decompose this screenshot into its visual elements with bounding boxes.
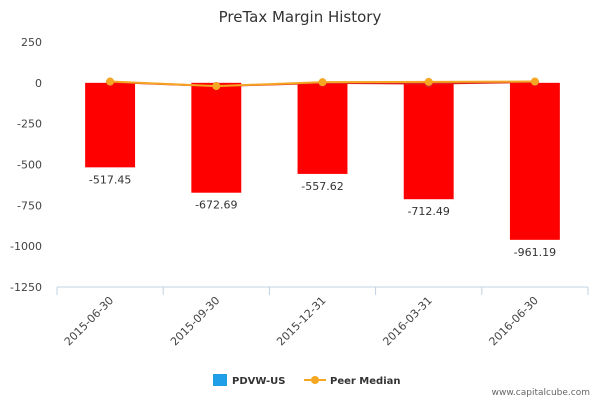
y-tick-label: -750 xyxy=(17,199,42,212)
x-tick-label: 2015-06-30 xyxy=(62,294,116,348)
legend: PDVW-US Peer Median xyxy=(213,374,401,387)
data-label: -672.69 xyxy=(195,199,237,212)
x-tick-label: 2015-09-30 xyxy=(168,294,222,348)
legend-marker-peer-median xyxy=(311,376,319,384)
bar-series xyxy=(85,82,560,240)
bar xyxy=(297,82,348,174)
x-tick-label: 2016-06-30 xyxy=(487,294,541,348)
bar xyxy=(509,82,560,240)
watermark: www.capitalcube.com xyxy=(492,388,590,398)
data-label: -712.49 xyxy=(407,205,449,218)
y-tick-label: -1250 xyxy=(10,281,42,294)
y-tick-label: 250 xyxy=(21,36,42,49)
bar xyxy=(403,82,454,200)
legend-label-pdvw: PDVW-US xyxy=(232,376,285,387)
chart-title: PreTax Margin History xyxy=(219,8,382,26)
data-label: -517.45 xyxy=(89,173,131,186)
x-axis: 2015-06-30 2015-09-30 2015-12-31 2016-03-31… xyxy=(56,286,589,348)
x-tick-label: 2016-03-31 xyxy=(380,294,434,348)
peer-median-point xyxy=(424,77,433,86)
peer-median-point xyxy=(530,77,539,86)
y-tick-label: 0 xyxy=(35,77,42,90)
data-label: -557.62 xyxy=(301,180,343,193)
data-label: -961.19 xyxy=(514,246,556,259)
legend-swatch-pdvw xyxy=(213,374,227,386)
data-labels: -517.45 -672.69 -557.62 -712.49 -961.19 xyxy=(89,173,556,258)
peer-median-point xyxy=(318,78,327,87)
line-series xyxy=(106,77,539,91)
y-tick-label: -1000 xyxy=(10,240,42,253)
x-tick-label: 2015-12-31 xyxy=(274,294,328,348)
legend-label-peer-median: Peer Median xyxy=(330,376,401,387)
peer-median-point xyxy=(106,77,115,86)
peer-median-point xyxy=(212,82,221,91)
y-tick-label: -250 xyxy=(17,118,42,131)
bar xyxy=(85,82,136,168)
y-tick-label: -500 xyxy=(17,159,42,172)
y-axis: 250 0 -250 -500 -750 -1000 -1250 xyxy=(10,36,42,294)
bar xyxy=(191,82,242,193)
